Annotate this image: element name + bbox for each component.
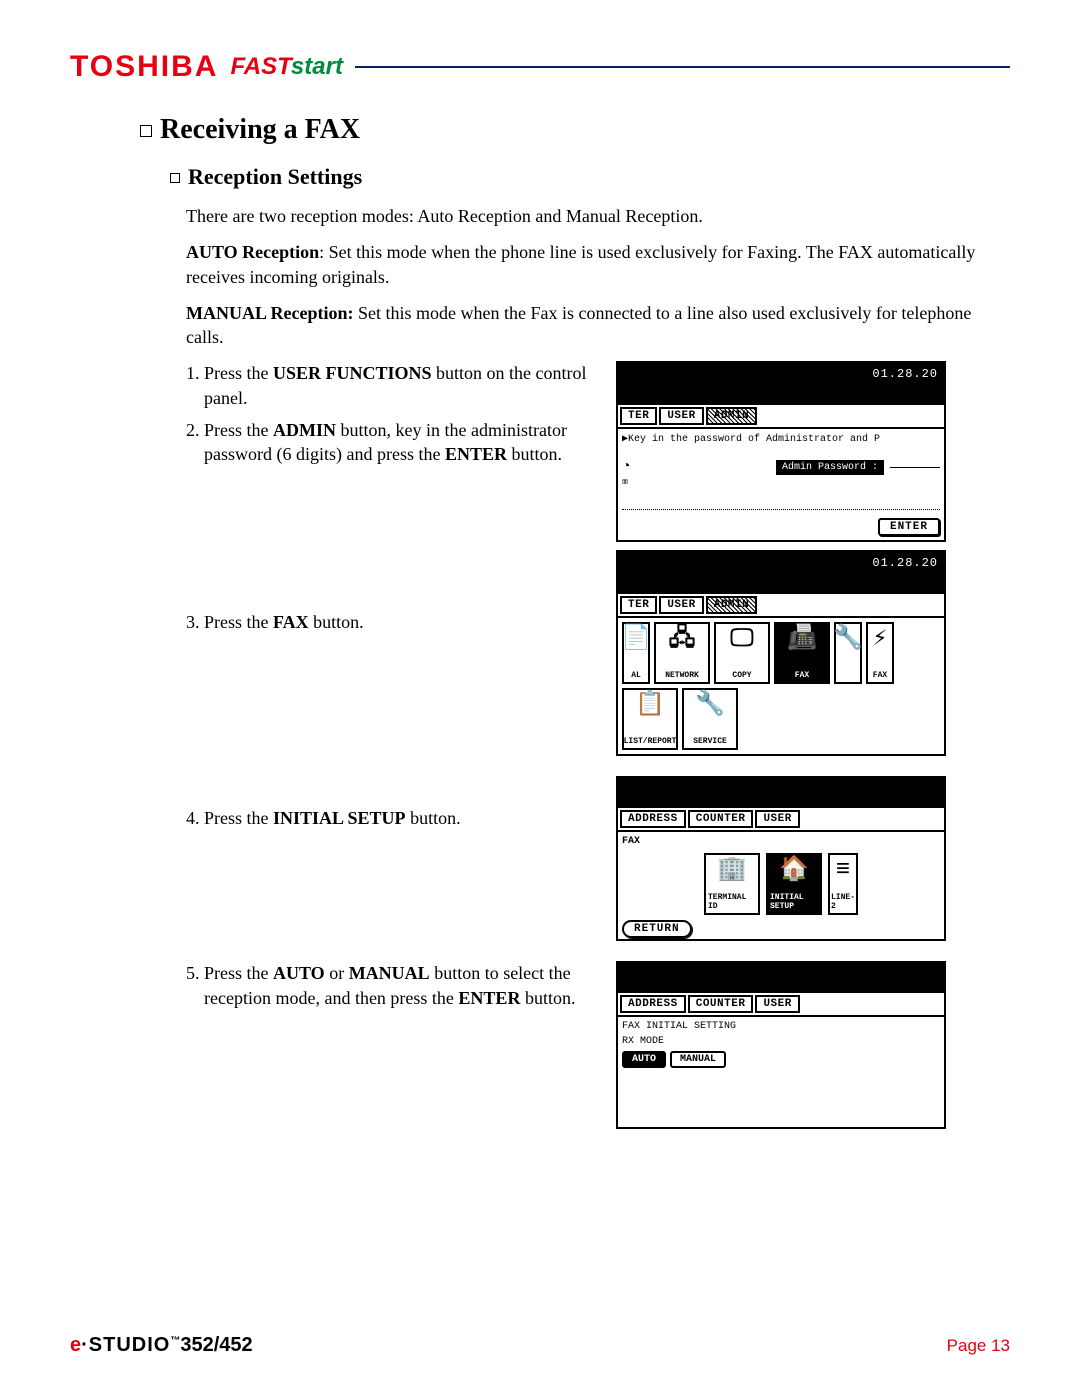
icon-grid: 📄AL 🖧NETWORK 🖵COPY 📠FAX 🔧 ⚡FAX 📋LIST/REP… [618,618,944,754]
screen-admin-menu: 01.28.20 TER USER ADMIN 📄AL 🖧NETWORK 🖵CO… [616,550,946,756]
bullet-icon [170,173,180,183]
step-row-3: Press the FAX button. 01.28.20 TER USER … [140,550,1010,756]
header: TOSHIBA FASTstart [70,50,1010,84]
step-text: Press the AUTO or MANUAL button to selec… [186,961,616,1018]
auto-button[interactable]: AUTO [622,1051,666,1068]
screen-admin-password: 01.28.20 TER USER ADMIN ▶Key in the pass… [616,361,946,542]
rx-mode-label: RX MODE [622,1036,940,1047]
network-button[interactable]: 🖧NETWORK [654,622,710,684]
screen-titlebar: 01.28.20 [618,552,944,580]
prompt-text: ▶Key in the password of Administrator an… [622,433,940,445]
screen-body: ▶Key in the password of Administrator an… [618,429,944,514]
step-2: Press the ADMIN button, key in the admin… [204,418,616,467]
estudio-logo: e·STUDIO™352/452 [70,1334,253,1357]
step-text: Press the FAX button. [186,550,616,642]
step-4: Press the INITIAL SETUP button. [204,806,616,830]
screen-tabs: TER USER ADMIN [618,594,944,618]
fax-button[interactable]: 📠FAX [774,622,830,684]
toshiba-logo: TOSHIBA [70,50,218,84]
screen-tabs: ADDRESS COUNTER USER [618,993,944,1017]
screen-tabs: ADDRESS COUNTER USER [618,808,944,832]
tab-counter[interactable]: COUNTER [688,810,754,828]
step-text: Press the USER FUNCTIONS button on the c… [186,361,616,474]
line2-button[interactable]: ≡LINE-2 [828,853,858,915]
page-number: Page 13 [947,1336,1010,1356]
fax-initial-label: FAX INITIAL SETTING [622,1021,940,1032]
step-row-1-2: Press the USER FUNCTIONS button on the c… [140,361,1010,542]
tab-ter[interactable]: TER [620,596,657,614]
header-divider [355,66,1010,68]
list-report-button[interactable]: 📋LIST/REPORT [622,688,678,750]
screen-body: FAX INITIAL SETTING RX MODE AUTO MANUAL [618,1017,944,1127]
tab-ter[interactable]: TER [620,407,657,425]
manual-desc: MANUAL Reception: Set this mode when the… [140,301,1010,350]
terminal-id-button[interactable]: 🏢TERMINAL ID [704,853,760,915]
password-input[interactable] [890,467,940,468]
tab-user[interactable]: USER [659,407,703,425]
step-3: Press the FAX button. [204,610,616,634]
auto-desc: AUTO Reception: Set this mode when the p… [140,240,1010,289]
content: Receiving a FAX Reception Settings There… [70,114,1010,1129]
tab-user[interactable]: USER [755,995,799,1013]
extra-button[interactable]: 🔧 [834,622,862,684]
ifax-button[interactable]: ⚡FAX [866,622,894,684]
screen-tabs: TER USER ADMIN [618,405,944,429]
tab-admin[interactable]: ADMIN [706,407,758,425]
step-text: Press the INITIAL SETUP button. [186,776,616,838]
step-5: Press the AUTO or MANUAL button to selec… [204,961,616,1010]
fax-label: FAX [622,836,940,847]
tab-address[interactable]: ADDRESS [620,995,686,1013]
tab-address[interactable]: ADDRESS [620,810,686,828]
return-button[interactable]: RETURN [622,920,692,938]
enter-button[interactable]: ENTER [878,518,940,536]
manual-button[interactable]: MANUAL [670,1051,726,1068]
screen-rx-mode: ADDRESS COUNTER USER FAX INITIAL SETTING… [616,961,946,1129]
faststart-logo: FASTstart [230,53,342,81]
tab-counter[interactable]: COUNTER [688,995,754,1013]
general-button[interactable]: 📄AL [622,622,650,684]
footer: e·STUDIO™352/452 Page 13 [70,1334,1010,1357]
bullet-icon [140,125,152,137]
step-row-4: Press the INITIAL SETUP button. ADDRESS … [140,776,1010,941]
initial-setup-button[interactable]: 🏠INITIAL SETUP [766,853,822,915]
screen-body: FAX 🏢TERMINAL ID 🏠INITIAL SETUP ≡LINE-2 [618,832,944,919]
copy-button[interactable]: 🖵COPY [714,622,770,684]
tab-user[interactable]: USER [659,596,703,614]
step-1: Press the USER FUNCTIONS button on the c… [204,361,616,410]
step-row-5: Press the AUTO or MANUAL button to selec… [140,961,1010,1129]
page-title: Receiving a FAX [140,114,1010,146]
intro-text: There are two reception modes: Auto Rece… [140,204,1010,228]
tab-admin[interactable]: ADMIN [706,596,758,614]
tab-user[interactable]: USER [755,810,799,828]
screen-fax-menu: ADDRESS COUNTER USER FAX 🏢TERMINAL ID 🏠I… [616,776,946,941]
clock-icon: ◔ [622,459,630,475]
screen-titlebar: 01.28.20 [618,363,944,391]
service-button[interactable]: 🔧SERVICE [682,688,738,750]
password-label: Admin Password : [776,460,884,475]
section-heading: Reception Settings [140,164,1010,190]
